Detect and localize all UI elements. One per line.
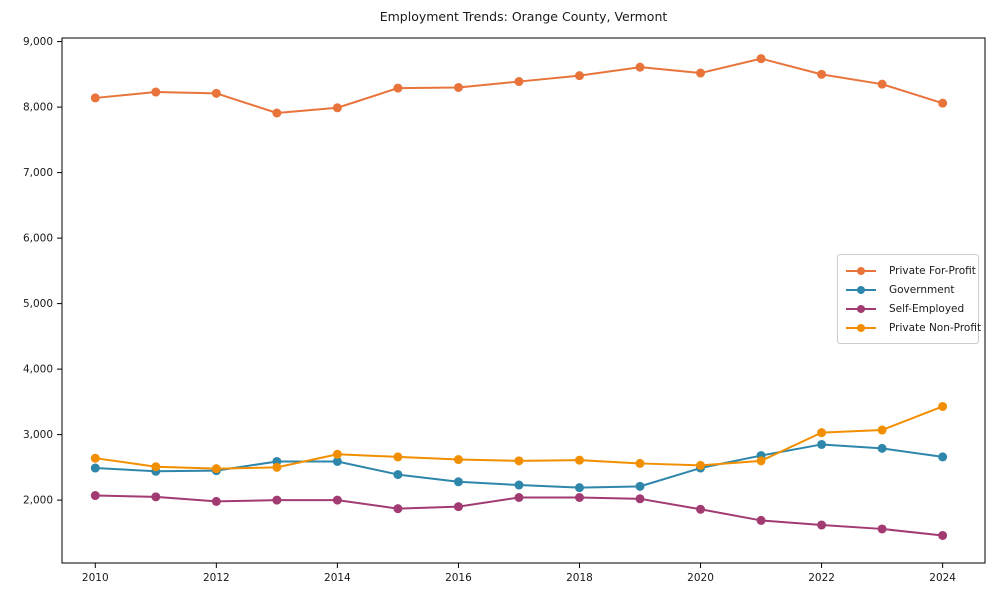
data-point-private-non-profit-2022 [817,428,827,438]
data-point-government-2019 [635,481,645,491]
data-point-private-non-profit-2013 [272,462,282,472]
x-tick-label: 2022 [808,572,835,584]
data-point-self-employed-2021 [756,515,766,525]
y-tick-label: 2,000 [23,495,53,507]
data-point-private-for-profit-2012 [211,88,221,98]
y-tick-label: 7,000 [23,167,53,179]
y-tick-label: 5,000 [23,298,53,310]
chart-title: Employment Trends: Orange County, Vermon… [379,9,668,24]
x-tick-label: 2020 [687,572,714,584]
legend-label: Self-Employed [889,302,965,315]
data-point-private-non-profit-2019 [635,458,645,468]
data-point-government-2016 [453,477,463,487]
data-point-government-2015 [393,470,403,480]
data-point-private-non-profit-2018 [574,455,584,465]
line-marker-icon [846,285,876,295]
data-point-government-2017 [514,480,524,490]
legend-item-private-non-profit: Private Non-Profit [846,318,981,337]
data-point-private-for-profit-2014 [332,103,342,113]
data-point-government-2010 [90,463,100,473]
data-point-government-2024 [938,452,948,462]
data-point-self-employed-2024 [938,530,948,540]
x-tick-label: 2024 [929,572,956,584]
data-point-private-non-profit-2020 [696,460,706,470]
data-point-self-employed-2015 [393,504,403,514]
data-point-self-employed-2014 [332,495,342,505]
legend-item-government: Government [846,280,970,299]
line-marker-icon [846,304,876,314]
y-tick-label: 3,000 [23,429,53,441]
data-point-private-for-profit-2016 [453,82,463,92]
data-point-private-for-profit-2022 [817,69,827,79]
data-point-self-employed-2020 [696,504,706,514]
data-point-self-employed-2022 [817,520,827,530]
data-point-self-employed-2023 [877,524,887,534]
data-point-self-employed-2010 [90,491,100,501]
data-point-private-for-profit-2024 [938,98,948,108]
y-tick-label: 4,000 [23,364,53,376]
x-tick-label: 2014 [324,572,351,584]
legend-item-self-employed: Self-Employed [846,299,970,318]
data-point-private-for-profit-2018 [574,71,584,81]
data-point-self-employed-2018 [574,492,584,502]
data-point-government-2022 [817,439,827,449]
data-point-private-non-profit-2014 [332,449,342,459]
x-tick-label: 2012 [203,572,230,584]
legend-label: Private For-Profit [889,264,976,277]
data-point-private-for-profit-2023 [877,79,887,89]
data-point-private-non-profit-2024 [938,401,948,411]
data-point-self-employed-2017 [514,492,524,502]
legend-label: Government [889,283,955,296]
data-point-private-for-profit-2011 [151,87,161,97]
data-point-private-non-profit-2010 [90,453,100,463]
data-point-private-for-profit-2019 [635,62,645,72]
data-point-government-2023 [877,443,887,453]
data-point-private-for-profit-2021 [756,54,766,64]
data-point-government-2014 [332,456,342,466]
legend-item-private-for-profit: Private For-Profit [846,261,976,280]
data-point-private-non-profit-2023 [877,425,887,435]
data-point-private-for-profit-2020 [696,68,706,78]
data-point-self-employed-2019 [635,494,645,504]
data-point-private-for-profit-2017 [514,77,524,87]
data-point-private-for-profit-2010 [90,93,100,103]
data-point-self-employed-2011 [151,492,161,502]
x-tick-label: 2010 [82,572,109,584]
data-point-self-employed-2016 [453,502,463,512]
data-point-self-employed-2012 [211,496,221,506]
data-point-private-non-profit-2017 [514,456,524,466]
data-point-private-non-profit-2015 [393,452,403,462]
x-tick-label: 2016 [445,572,472,584]
line-marker-icon [846,266,876,276]
data-point-private-non-profit-2016 [453,455,463,465]
data-point-private-for-profit-2013 [272,108,282,118]
y-tick-label: 9,000 [23,36,53,48]
data-point-private-non-profit-2011 [151,462,161,472]
axes-spines [61,37,986,564]
legend-label: Private Non-Profit [889,321,982,334]
line-marker-icon [846,323,876,333]
x-tick-label: 2018 [566,572,593,584]
y-tick-label: 8,000 [23,102,53,114]
data-point-government-2018 [574,483,584,493]
data-point-private-non-profit-2012 [211,464,221,474]
data-point-self-employed-2013 [272,495,282,505]
data-point-private-for-profit-2015 [393,83,403,93]
y-tick-label: 6,000 [23,233,53,245]
legend: Private For-Profit Government Self-Emplo… [837,254,981,344]
data-point-private-non-profit-2021 [756,456,766,466]
